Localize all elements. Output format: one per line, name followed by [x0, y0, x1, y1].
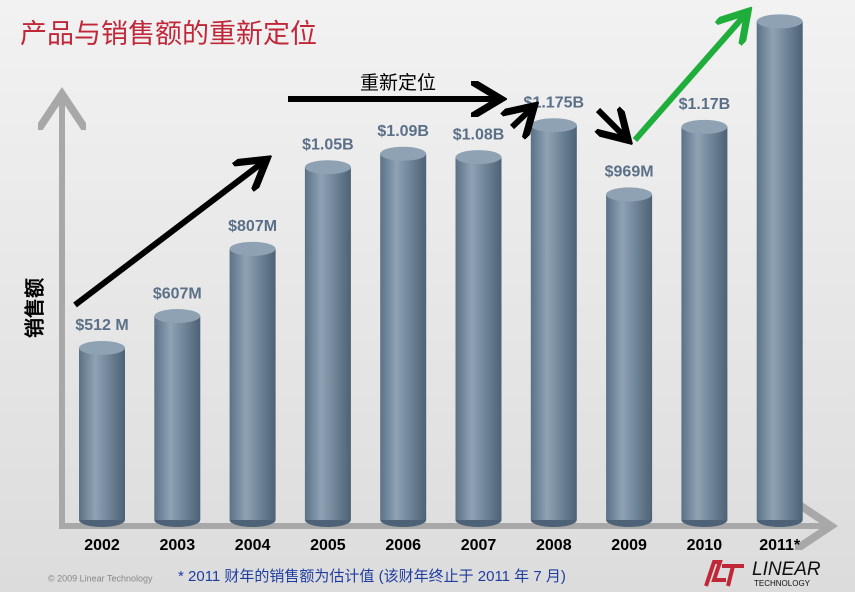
x-tick-label: 2011*	[759, 537, 801, 554]
data-label: $969M	[605, 164, 654, 181]
bar-top	[606, 187, 653, 202]
bar	[530, 125, 577, 520]
bar-top	[380, 146, 427, 161]
bar-top	[229, 241, 276, 256]
logo-text: LINEAR	[752, 559, 821, 580]
y-axis-label: 销售额	[22, 278, 46, 338]
x-tick-label: 2004	[235, 537, 271, 554]
arrow	[598, 110, 624, 136]
data-label: $807M	[228, 218, 277, 235]
bar	[304, 167, 351, 520]
bar-top	[681, 119, 728, 134]
bar	[79, 347, 125, 520]
x-tick-label: 2009	[611, 537, 647, 554]
bar-top	[304, 160, 351, 175]
bar-top	[455, 150, 502, 165]
x-tick-label: 2005	[310, 537, 346, 554]
bar-top	[530, 118, 577, 133]
bar	[154, 316, 201, 520]
x-tick-label: 2006	[385, 537, 421, 554]
arrow	[73, 163, 262, 308]
bar	[606, 194, 653, 520]
data-label: $1.08B	[453, 126, 505, 143]
footnote: * 2011 财年的销售额为估计值 (该财年终止于 2011 年 7 月)	[178, 568, 566, 585]
annotation: 重新定位	[360, 72, 436, 94]
x-tick-label: 2007	[461, 537, 497, 554]
x-tick-label: 2002	[84, 537, 120, 554]
data-label: $512 M	[75, 317, 128, 334]
logo-subtext: TECHNOLOGY	[754, 579, 811, 588]
data-label: $607M	[153, 285, 202, 302]
bar	[756, 21, 803, 520]
arrow	[512, 110, 530, 127]
data-label: $1.09B	[377, 123, 429, 140]
bar	[229, 248, 276, 520]
bar-top	[756, 14, 803, 29]
data-label: $1.17B	[679, 96, 731, 113]
data-label: $1.05B	[302, 136, 354, 153]
x-tick-label: 2008	[536, 537, 572, 554]
x-tick-label: 2010	[687, 537, 723, 554]
bar	[455, 157, 502, 520]
bar	[681, 126, 728, 520]
copyright: © 2009 Linear Technology	[48, 573, 153, 583]
bar	[380, 153, 427, 520]
chart-title: 产品与销售额的重新定位	[20, 19, 317, 49]
arrow	[632, 16, 744, 142]
x-tick-label: 2003	[160, 537, 196, 554]
bar-top	[154, 309, 201, 324]
bar-top	[79, 340, 125, 355]
data-label: $1.175B	[524, 94, 585, 111]
logo-icon	[704, 560, 744, 587]
